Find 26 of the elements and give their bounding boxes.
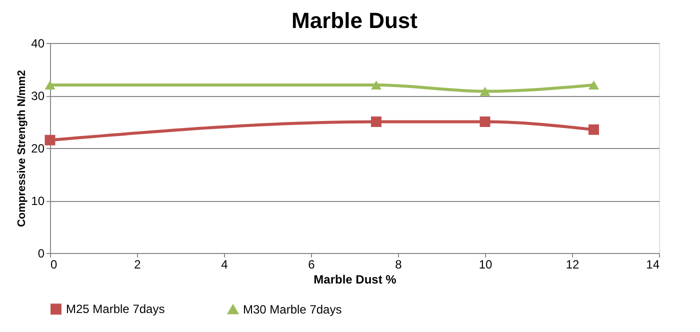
point <box>480 86 490 96</box>
chart-title: Marble Dust <box>292 8 418 33</box>
y-tick-label: 20 <box>31 142 45 156</box>
x-tick-label: 8 <box>395 258 402 272</box>
x-tick-label: 2 <box>134 258 142 272</box>
point <box>371 116 382 127</box>
point <box>44 134 56 146</box>
legend-label: M25 Marble 7days <box>66 302 165 316</box>
point <box>588 80 599 90</box>
point <box>371 80 382 90</box>
y-tick-label: 40 <box>31 36 45 50</box>
x-tick-label: 10 <box>478 258 492 272</box>
legend-label: M30 Marble 7days <box>243 302 342 316</box>
x-tick-label: 0 <box>50 258 58 272</box>
point <box>44 80 56 90</box>
x-tick-label: 6 <box>308 258 316 272</box>
y-axis-title: Compressive Strength N/mm2 <box>16 70 28 228</box>
y-tick-label: 10 <box>31 194 45 208</box>
x-axis-title: Marble Dust % <box>314 272 397 286</box>
x-tick-label: 12 <box>566 258 580 272</box>
point <box>480 116 490 127</box>
y-tick-label: 0 <box>38 246 45 260</box>
point <box>588 124 599 135</box>
x-tick-label: 4 <box>221 258 228 272</box>
y-tick-label: 30 <box>31 89 45 103</box>
x-tick-label: 14 <box>646 258 660 272</box>
